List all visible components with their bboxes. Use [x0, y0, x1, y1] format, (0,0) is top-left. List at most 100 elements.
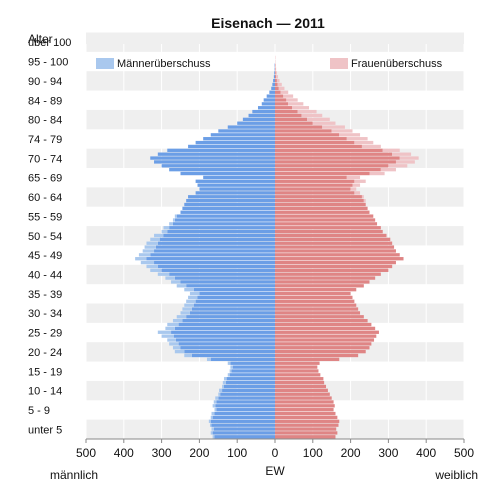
bar-male	[186, 198, 275, 203]
bar-female	[275, 117, 308, 122]
bar-female	[275, 160, 396, 164]
bar-female-surplus	[399, 156, 419, 160]
bar-male	[203, 175, 275, 180]
bar-female	[275, 307, 359, 311]
bar-male-surplus	[171, 280, 181, 284]
bar-female	[275, 311, 361, 315]
bar-female	[275, 133, 340, 137]
bar-male	[195, 191, 275, 195]
bar-male	[199, 291, 275, 296]
bar-male	[171, 330, 275, 334]
bar-male-surplus	[229, 369, 232, 373]
bar-female	[275, 137, 347, 141]
bar-male	[218, 396, 275, 400]
bar-female	[275, 86, 279, 91]
bar-male	[157, 241, 275, 245]
bar-female-surplus	[369, 171, 385, 176]
bar-male-surplus	[176, 284, 187, 288]
bar-female-surplus	[346, 175, 361, 180]
bar-male	[180, 346, 275, 350]
bar-male	[188, 195, 275, 199]
bar-male	[189, 311, 275, 315]
bar-female	[275, 284, 364, 288]
bar-male	[215, 404, 275, 408]
bar-female	[275, 334, 377, 338]
bar-male-surplus	[135, 257, 147, 261]
bar-female-surplus	[388, 164, 408, 168]
bar-male-surplus	[208, 419, 211, 423]
bar-female	[275, 140, 355, 145]
bars	[135, 55, 419, 439]
bar-male	[169, 226, 275, 230]
bar-male	[186, 284, 275, 288]
bar-male	[157, 152, 275, 156]
bar-male	[193, 288, 275, 292]
bar-female	[275, 187, 351, 191]
bar-male-surplus	[157, 272, 170, 276]
bar-male	[195, 299, 275, 303]
bar-female	[275, 411, 336, 416]
bar-female	[275, 303, 357, 307]
bar-female	[275, 253, 400, 257]
age-group-label: 40 - 44	[28, 269, 62, 281]
bar-male	[159, 237, 275, 242]
bar-male-surplus	[172, 318, 183, 323]
bar-female	[275, 322, 372, 327]
bar-male	[155, 245, 275, 249]
bar-male-surplus	[219, 388, 223, 393]
age-group-label: 84 - 89	[28, 95, 62, 107]
age-group-label: 90 - 94	[28, 76, 62, 88]
bar-female	[275, 377, 324, 381]
bar-male	[191, 353, 275, 358]
bar-male-surplus	[161, 334, 174, 338]
bar-male	[216, 400, 275, 404]
legend-label-female-surplus: Frauenüberschuss	[351, 58, 443, 70]
bar-female	[275, 423, 339, 427]
bar-male	[226, 377, 275, 381]
left-side-label: männlich	[50, 468, 98, 482]
bar-female	[275, 195, 362, 199]
bar-male	[193, 303, 275, 307]
bar-male	[167, 229, 275, 234]
bar-female	[275, 415, 338, 420]
bar-male-surplus	[186, 299, 196, 303]
bar-female	[275, 233, 387, 238]
bar-male-surplus	[212, 404, 216, 408]
age-group-label: 80 - 84	[28, 115, 62, 127]
bar-male	[184, 349, 275, 354]
bar-female	[275, 109, 298, 114]
bar-female	[275, 280, 370, 284]
bar-female	[275, 245, 395, 249]
bar-female	[275, 152, 393, 156]
bar-female-surplus	[354, 191, 361, 195]
bar-male	[180, 210, 275, 214]
bar-male-surplus	[227, 361, 231, 365]
bar-female	[275, 419, 340, 423]
bar-female	[275, 400, 334, 404]
bar-male-surplus	[150, 268, 162, 272]
bar-male-surplus	[206, 357, 211, 362]
age-group-label: 20 - 24	[28, 347, 62, 359]
age-group-label: 95 - 100	[28, 57, 68, 69]
bar-female	[275, 214, 374, 218]
bar-female-surplus	[307, 117, 330, 122]
bar-female	[275, 408, 334, 412]
bar-male-surplus	[146, 241, 158, 245]
bar-male-surplus	[189, 291, 200, 296]
bar-male-surplus	[169, 222, 173, 226]
bar-female	[275, 175, 347, 180]
bar-female	[275, 318, 368, 323]
bar-female-surplus	[275, 67, 277, 71]
bar-female	[275, 272, 381, 276]
bar-female	[275, 164, 389, 168]
bar-male	[210, 419, 275, 423]
bar-female-surplus	[288, 102, 304, 106]
bar-male	[197, 183, 275, 187]
bar-female	[275, 210, 370, 214]
bar-male	[257, 106, 275, 110]
bar-male	[174, 218, 275, 222]
bar-male	[210, 133, 275, 137]
bar-female	[275, 198, 364, 203]
bar-male-surplus	[223, 377, 227, 381]
legend-swatch-male-surplus	[96, 58, 114, 69]
